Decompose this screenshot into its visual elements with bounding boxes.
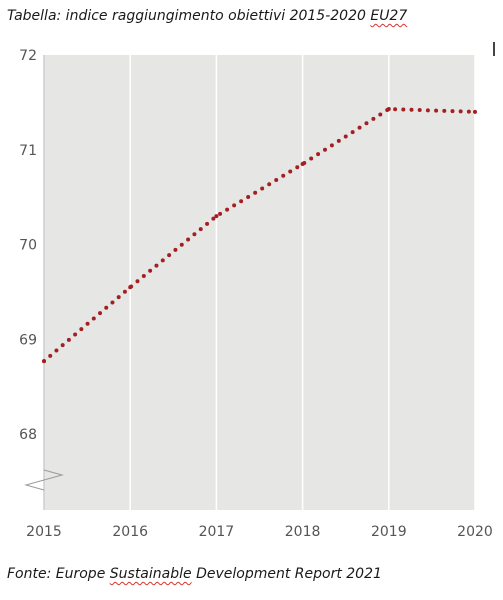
x-tick-label-2015: 2015	[26, 524, 62, 540]
x-tick-label-2019: 2019	[371, 524, 407, 540]
source-text-prefix: Fonte: Europe	[7, 566, 110, 582]
caption-title-underlined: EU27	[370, 8, 408, 24]
text-cursor-mark	[493, 42, 495, 56]
data-point-2020	[473, 109, 477, 114]
data-point-2016	[128, 285, 133, 290]
y-tick-label-70: 70	[19, 238, 37, 254]
x-tick-label-2016: 2016	[112, 524, 148, 540]
y-tick-label-71: 71	[19, 143, 37, 159]
y-tick-label-68: 68	[19, 427, 37, 443]
data-point-2015	[42, 359, 46, 364]
caption-title-text: Tabella: indice raggiungimento obiettivi…	[7, 8, 371, 24]
chart-caption-title: Tabella: indice raggiungimento obiettivi…	[7, 8, 407, 24]
y-tick-label-69: 69	[19, 332, 37, 348]
y-axis-break-mark	[24, 469, 64, 491]
x-tick-label-2018: 2018	[285, 524, 321, 540]
series-line-0	[42, 107, 477, 364]
plot-area	[44, 55, 475, 510]
data-point-2017	[214, 214, 219, 219]
chart-source-note: Fonte: Europe Sustainable Development Re…	[7, 566, 382, 582]
x-tick-label-2020: 2020	[457, 524, 493, 540]
source-text-underlined: Sustainable	[109, 566, 192, 582]
data-point-2019	[386, 107, 391, 112]
y-tick-label-72: 72	[19, 48, 37, 64]
data-point-2018	[300, 162, 305, 167]
source-text-suffix: Development Report 2021	[191, 566, 382, 582]
x-tick-label-2017: 2017	[199, 524, 235, 540]
